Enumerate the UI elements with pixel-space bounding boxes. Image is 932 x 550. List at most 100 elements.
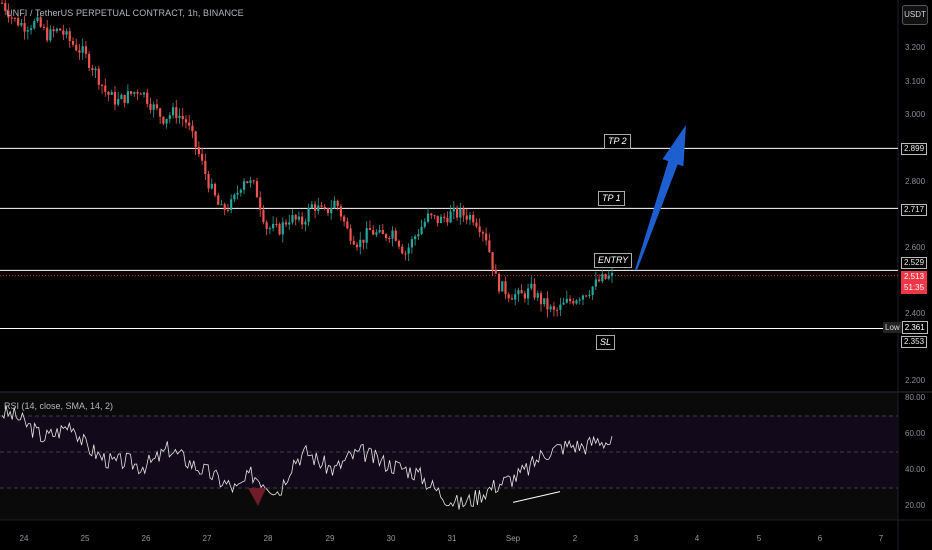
candle-body (352, 240, 355, 245)
candle-body (236, 192, 239, 195)
candle-body (343, 216, 346, 222)
candle-body (249, 180, 252, 184)
tp2-label: TP 2 (604, 134, 631, 149)
candle-body (207, 174, 210, 189)
candle-body (488, 240, 491, 253)
candle-body (81, 46, 84, 53)
candle-body (242, 181, 246, 190)
candle-body (607, 275, 610, 279)
candle-body (397, 240, 401, 247)
candle-body (33, 20, 36, 29)
candle-body (55, 28, 58, 32)
candle-body (284, 222, 288, 225)
candle-body (142, 92, 146, 95)
candle-body (475, 222, 478, 227)
candle-body (159, 108, 162, 117)
candle-body (549, 306, 552, 310)
candle-body (507, 294, 510, 299)
candle-body (472, 214, 475, 223)
candle-body (20, 23, 23, 26)
candle-body (265, 222, 268, 230)
entry-price-tag: 2.529 (901, 257, 928, 269)
candle-body (539, 293, 543, 305)
candle-body (29, 28, 33, 31)
candle-body (58, 28, 62, 31)
rsi-line (1, 405, 613, 510)
candle-body (62, 30, 65, 35)
candle-body (91, 68, 94, 71)
candle-body (485, 233, 488, 241)
candle-body (384, 234, 388, 239)
candle-body (65, 31, 68, 35)
candle-body (407, 247, 410, 254)
candle-body (275, 223, 278, 225)
time-tick: 7 (878, 534, 884, 543)
candle-body (443, 216, 446, 218)
sl-price-tag: 2.353 (901, 336, 928, 348)
candle-body (559, 304, 562, 310)
time-tick: 31 (447, 534, 457, 543)
candle-body (523, 293, 526, 299)
candle-body (155, 104, 159, 109)
candle-body (368, 228, 372, 230)
candle-body (272, 223, 275, 229)
currency-button[interactable]: USDT (902, 5, 928, 25)
candle-body (401, 246, 404, 254)
candle-body (162, 116, 165, 124)
entry-label: ENTRY (594, 253, 633, 268)
candle-body (165, 118, 168, 124)
candle-body (0, 2, 4, 4)
candle-body (514, 294, 517, 300)
candle-body (323, 206, 326, 209)
candle-body (223, 204, 226, 210)
candle-body (294, 215, 297, 220)
candle-body (501, 281, 504, 292)
candle-body (126, 91, 129, 103)
candle-body (152, 104, 155, 110)
candle-body (568, 298, 572, 302)
candle-body (588, 294, 591, 296)
time-tick: 30 (386, 534, 396, 543)
candle-body (26, 30, 29, 32)
candle-body (494, 269, 497, 274)
candle-body (178, 115, 181, 119)
candle-body (291, 215, 294, 223)
candle-body (349, 228, 352, 241)
rsi-tick: 20.00 (905, 501, 926, 510)
candle-body (168, 115, 171, 119)
candle-body (252, 180, 255, 182)
rsi-tick: 80.00 (905, 393, 926, 402)
candle-body (520, 290, 523, 294)
candle-body (10, 17, 13, 19)
candle-body (426, 213, 430, 222)
time-tick: 27 (202, 534, 212, 543)
time-tick: 3 (633, 534, 639, 543)
time-tick: 29 (325, 534, 335, 543)
candle-body (391, 230, 394, 239)
candle-body (120, 94, 123, 100)
candle-body (255, 181, 259, 198)
price-tick: 3.100 (905, 77, 926, 86)
candle-body (439, 216, 443, 223)
candle-body (601, 274, 604, 282)
candle-body (4, 2, 7, 11)
candle-body (191, 125, 194, 132)
tp2-price-tag: 2.899 (901, 143, 928, 155)
rsi-title: RSI (14, close, SMA, 14, 2) (4, 401, 114, 411)
candle-body (204, 160, 207, 175)
candle-body (7, 10, 10, 18)
candle-body (317, 205, 320, 211)
candle-body (536, 293, 539, 298)
time-tick: 6 (817, 534, 823, 543)
candle-body (123, 94, 126, 103)
candle-body (133, 92, 136, 94)
time-tick: 25 (80, 534, 90, 543)
price-tick: 3.200 (905, 43, 926, 52)
candle-body (230, 199, 233, 211)
candle-body (420, 226, 423, 235)
candle-body (526, 288, 530, 299)
candle-body (597, 279, 601, 282)
candle-body (107, 91, 110, 95)
candle-body (226, 209, 230, 211)
